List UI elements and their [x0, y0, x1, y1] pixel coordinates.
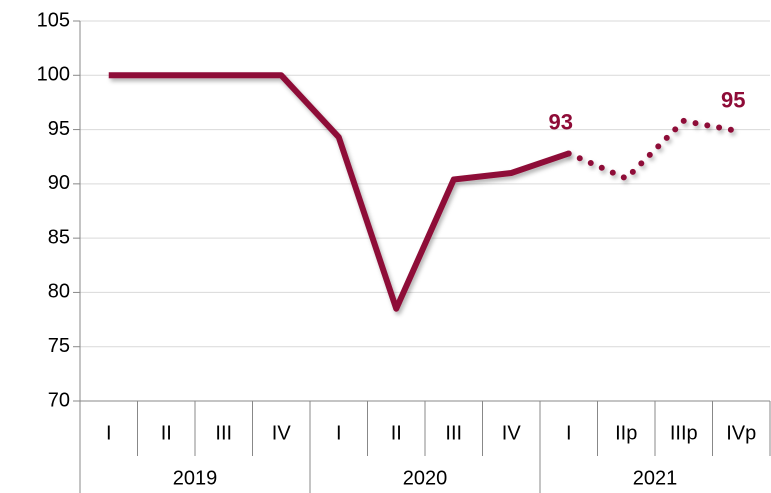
y-tick-label: 105: [37, 9, 70, 31]
group-label: 2021: [633, 467, 678, 489]
y-tick-label: 80: [48, 281, 70, 303]
x-tick-label: IIp: [615, 422, 637, 444]
y-tick-label: 95: [48, 118, 70, 140]
x-tick-label: I: [566, 422, 572, 444]
x-tick-label: II: [391, 422, 402, 444]
y-tick-label: 75: [48, 335, 70, 357]
y-tick-label: 85: [48, 226, 70, 248]
x-tick-label: IVp: [726, 422, 756, 444]
y-tick-label: 70: [48, 389, 70, 411]
x-tick-label: IV: [272, 422, 292, 444]
x-tick-label: I: [106, 422, 112, 444]
x-tick-label: IIIp: [670, 422, 698, 444]
group-label: 2020: [403, 467, 448, 489]
y-tick-label: 90: [48, 172, 70, 194]
value-label: 95: [721, 88, 745, 113]
group-label: 2019: [173, 467, 218, 489]
x-tick-label: IV: [502, 422, 522, 444]
x-tick-label: III: [445, 422, 462, 444]
x-tick-label: II: [161, 422, 172, 444]
value-label: 93: [549, 109, 573, 134]
y-tick-label: 100: [37, 64, 70, 86]
x-tick-label: I: [336, 422, 342, 444]
series-line: [108, 72, 570, 312]
x-tick-label: III: [215, 422, 232, 444]
